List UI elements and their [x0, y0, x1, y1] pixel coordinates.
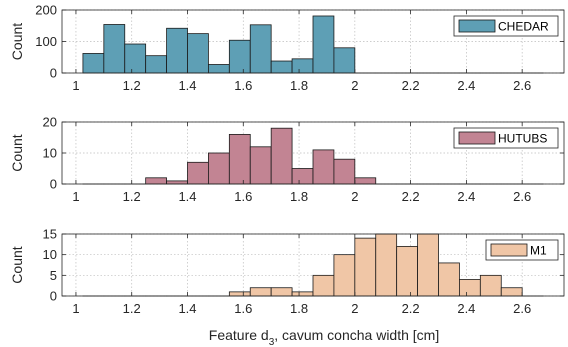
histogram-bar	[228, 133, 251, 185]
histogram-bar	[312, 274, 335, 297]
x-tick-label: 2.4	[457, 78, 475, 93]
histogram-bar	[166, 180, 188, 185]
x-tick-label: 1.4	[178, 301, 196, 316]
x-tick-label: 2	[351, 189, 358, 204]
x-tick-label: 1.8	[290, 189, 308, 204]
histogram-bar	[291, 58, 314, 74]
histogram-bar	[312, 149, 335, 185]
x-tick-label: 2.6	[513, 78, 531, 93]
legend-label: CHEDAR	[498, 20, 549, 34]
x-tick-label: 1.8	[290, 301, 308, 316]
x-tick-label: 2.2	[402, 78, 420, 93]
y-tick-label: 0	[50, 66, 57, 81]
x-tick-label: 1.6	[234, 189, 252, 204]
x-tick-label: 1	[72, 189, 79, 204]
histogram-bar	[103, 24, 126, 74]
histogram-bar	[249, 24, 272, 74]
histogram-bar	[270, 287, 293, 297]
x-tick-label: 1.2	[123, 78, 141, 93]
x-tick-label: 1.2	[123, 301, 141, 316]
x-axis-label-suffix: , cavum concha width [cm]	[274, 327, 439, 343]
histogram-bar	[249, 146, 272, 185]
histogram-bar	[459, 279, 481, 297]
histogram-bar	[312, 15, 335, 74]
y-tick-label: 10	[43, 146, 57, 161]
x-tick-label: 1.2	[123, 189, 141, 204]
histogram-bar	[187, 33, 209, 74]
legend: HUTUBS	[453, 127, 559, 149]
histogram-bar	[375, 233, 398, 297]
x-tick-label: 1	[72, 78, 79, 93]
legend: M1	[485, 239, 559, 261]
x-axis-label-subscript: 3	[269, 337, 275, 347]
histogram-bar	[82, 53, 105, 74]
x-tick-label: 2	[351, 78, 358, 93]
histogram-bar	[333, 254, 356, 297]
histogram-bar	[291, 168, 314, 185]
histogram-bar	[249, 287, 272, 297]
histogram-panel: 1 1.2 1.4 1.6 1.8 2 2.2 2.4 2.6 0 10 20 Count HUTUBS	[9, 115, 565, 204]
x-tick-label: 2.2	[402, 301, 420, 316]
axes-box	[61, 233, 565, 297]
y-tick-label: 15	[43, 227, 57, 242]
histogram-bar	[291, 291, 314, 297]
x-tick-label: 2.6	[513, 189, 531, 204]
legend-label: HUTUBS	[498, 132, 547, 146]
histogram-bar	[187, 161, 209, 185]
legend-label: M1	[530, 244, 547, 258]
y-tick-label: 0	[50, 177, 57, 192]
x-tick-label: 1.4	[178, 78, 196, 93]
histogram-bar	[270, 60, 293, 74]
histogram-bar	[145, 55, 167, 74]
x-tick-label: 1.6	[234, 301, 252, 316]
histogram-bar	[228, 291, 251, 297]
histogram-bar	[438, 262, 460, 297]
histogram-bar	[166, 27, 188, 74]
legend-swatch	[458, 131, 496, 145]
x-tick-label: 2.4	[457, 301, 475, 316]
histogram-bar	[270, 127, 293, 185]
x-tick-label: 2	[351, 301, 358, 316]
x-tick-label: 2.2	[402, 189, 420, 204]
histogram-bar	[396, 245, 418, 297]
y-tick-label: 100	[35, 34, 57, 49]
x-tick-label: 2.6	[513, 301, 531, 316]
histogram-bar	[208, 64, 230, 74]
y-axis-label: Count	[9, 23, 25, 60]
histogram-panel: 1 1.2 1.4 1.6 1.8 2 2.2 2.4 2.6 0 100 200 Count CHEDA…	[9, 3, 565, 93]
legend: CHEDAR	[453, 15, 559, 37]
histogram-panel: 1 1.2 1.4 1.6 1.8 2 2.2 2.4 2.6 0 5 10 15 Count M1	[9, 227, 565, 316]
y-tick-label: 200	[35, 3, 57, 18]
y-tick-label: 5	[50, 268, 57, 283]
histogram-bar	[354, 177, 377, 185]
histogram-bar	[333, 47, 356, 74]
histogram-bar	[417, 233, 439, 297]
histogram-bar	[333, 158, 356, 185]
x-tick-label: 1	[72, 301, 79, 316]
x-tick-label: 2.4	[457, 189, 475, 204]
histogram-bar	[124, 43, 147, 74]
histogram-bar	[500, 287, 523, 297]
x-tick-label: 1.4	[178, 189, 196, 204]
y-tick-label: 0	[50, 289, 57, 304]
histogram-bar	[354, 237, 377, 297]
x-axis-label: Feature d3, cavum concha width [cm]	[209, 327, 439, 347]
y-tick-label: 20	[43, 115, 57, 130]
y-axis-label: Count	[9, 134, 25, 171]
x-axis-label-prefix: Feature d	[209, 327, 269, 343]
x-tick-label: 1.8	[290, 78, 308, 93]
y-axis-label: Count	[9, 246, 25, 283]
y-tick-label: 10	[43, 247, 57, 262]
legend-swatch	[490, 243, 528, 257]
x-tick-label: 1.6	[234, 78, 252, 93]
histogram-bar	[145, 177, 167, 185]
histogram-bar	[228, 39, 251, 74]
legend-swatch	[458, 19, 496, 33]
histogram-bar	[208, 152, 230, 185]
histogram-bar	[479, 274, 502, 297]
